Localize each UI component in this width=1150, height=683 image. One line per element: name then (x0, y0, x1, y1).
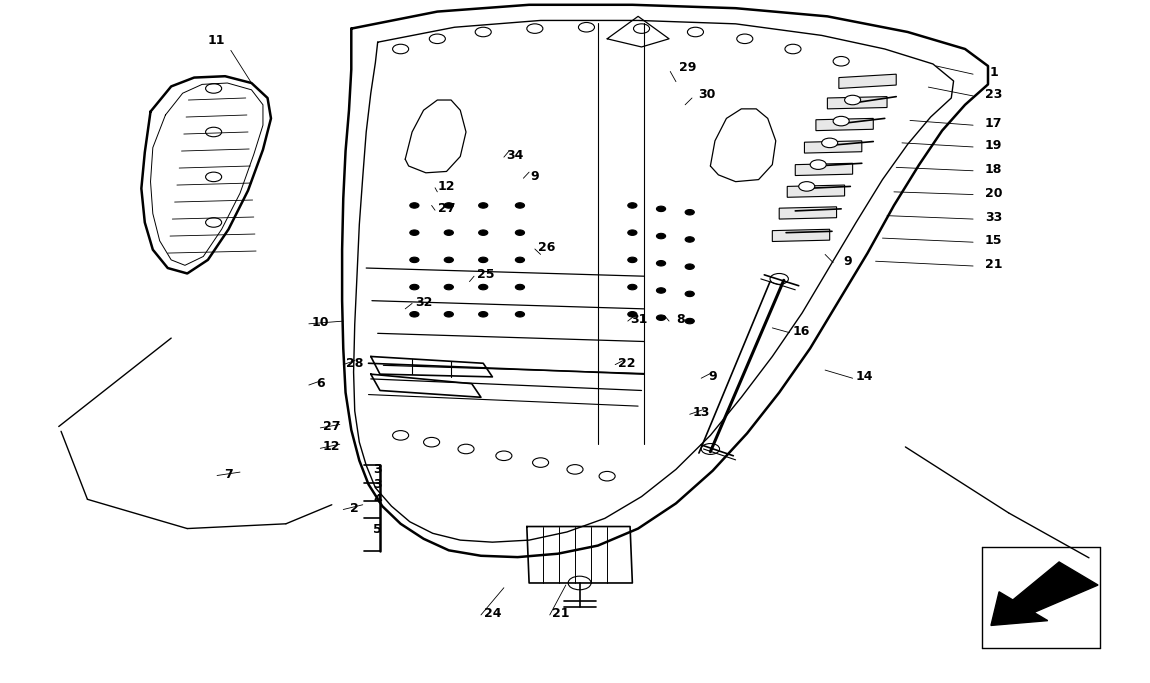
Text: 2: 2 (351, 501, 359, 515)
Circle shape (628, 284, 637, 290)
Text: 13: 13 (692, 406, 710, 419)
Circle shape (478, 230, 488, 236)
Polygon shape (991, 562, 1098, 626)
Polygon shape (815, 118, 873, 130)
Circle shape (628, 257, 637, 262)
Text: 12: 12 (323, 441, 340, 454)
Text: 15: 15 (986, 234, 1003, 247)
Circle shape (515, 230, 524, 236)
Polygon shape (773, 229, 829, 242)
Circle shape (833, 116, 849, 126)
Circle shape (844, 95, 860, 104)
Polygon shape (796, 163, 852, 176)
Circle shape (409, 284, 419, 290)
Circle shape (685, 264, 695, 269)
Polygon shape (780, 207, 836, 219)
Text: 1: 1 (989, 66, 998, 79)
Circle shape (478, 311, 488, 317)
Polygon shape (827, 96, 887, 109)
Circle shape (409, 257, 419, 262)
Text: 27: 27 (438, 202, 455, 215)
Circle shape (515, 284, 524, 290)
Text: 34: 34 (507, 150, 524, 163)
Circle shape (515, 203, 524, 208)
Text: 28: 28 (346, 357, 363, 370)
Circle shape (657, 206, 666, 212)
Circle shape (657, 315, 666, 320)
Circle shape (444, 311, 453, 317)
Circle shape (444, 284, 453, 290)
Circle shape (515, 257, 524, 262)
Circle shape (657, 260, 666, 266)
Text: 11: 11 (207, 34, 224, 47)
Text: 16: 16 (792, 325, 810, 338)
Polygon shape (788, 185, 844, 197)
Circle shape (478, 203, 488, 208)
Circle shape (628, 203, 637, 208)
Circle shape (685, 210, 695, 215)
Circle shape (799, 182, 814, 191)
Text: 27: 27 (323, 420, 340, 433)
Text: 31: 31 (630, 313, 647, 326)
Circle shape (409, 311, 419, 317)
Circle shape (811, 160, 826, 169)
Text: 6: 6 (316, 377, 324, 390)
Text: 12: 12 (438, 180, 455, 193)
Polygon shape (838, 74, 896, 89)
Circle shape (628, 311, 637, 317)
Circle shape (478, 284, 488, 290)
Text: 30: 30 (698, 88, 715, 101)
Text: 29: 29 (678, 61, 696, 74)
Text: 9: 9 (530, 170, 539, 184)
Circle shape (821, 138, 837, 148)
Circle shape (444, 230, 453, 236)
Circle shape (685, 291, 695, 296)
Text: 33: 33 (986, 211, 1003, 224)
Text: 4: 4 (374, 493, 382, 506)
Text: 10: 10 (312, 316, 329, 329)
Text: 18: 18 (986, 163, 1003, 176)
Text: 9: 9 (708, 370, 716, 383)
Circle shape (657, 288, 666, 293)
Circle shape (657, 234, 666, 239)
Text: 3: 3 (374, 463, 382, 476)
Text: 26: 26 (538, 241, 555, 254)
Text: 9: 9 (844, 255, 852, 268)
Text: 23: 23 (986, 88, 1003, 101)
Circle shape (444, 257, 453, 262)
Text: 32: 32 (415, 296, 432, 309)
Polygon shape (805, 141, 861, 153)
Circle shape (444, 203, 453, 208)
Text: 17: 17 (986, 117, 1003, 130)
Text: 21: 21 (552, 607, 570, 620)
Circle shape (409, 230, 419, 236)
Circle shape (409, 203, 419, 208)
Text: 21: 21 (986, 258, 1003, 271)
Circle shape (478, 257, 488, 262)
Circle shape (628, 230, 637, 236)
Text: 22: 22 (618, 357, 635, 370)
Circle shape (515, 311, 524, 317)
Text: 5: 5 (374, 523, 382, 536)
Text: 8: 8 (676, 313, 685, 326)
Circle shape (685, 318, 695, 324)
Text: 14: 14 (856, 370, 873, 383)
Text: 19: 19 (986, 139, 1003, 152)
Circle shape (685, 237, 695, 242)
Text: 20: 20 (986, 186, 1003, 199)
Text: 7: 7 (224, 468, 233, 481)
Text: 25: 25 (477, 268, 494, 281)
Text: 24: 24 (484, 607, 501, 620)
Text: 3: 3 (374, 478, 382, 491)
